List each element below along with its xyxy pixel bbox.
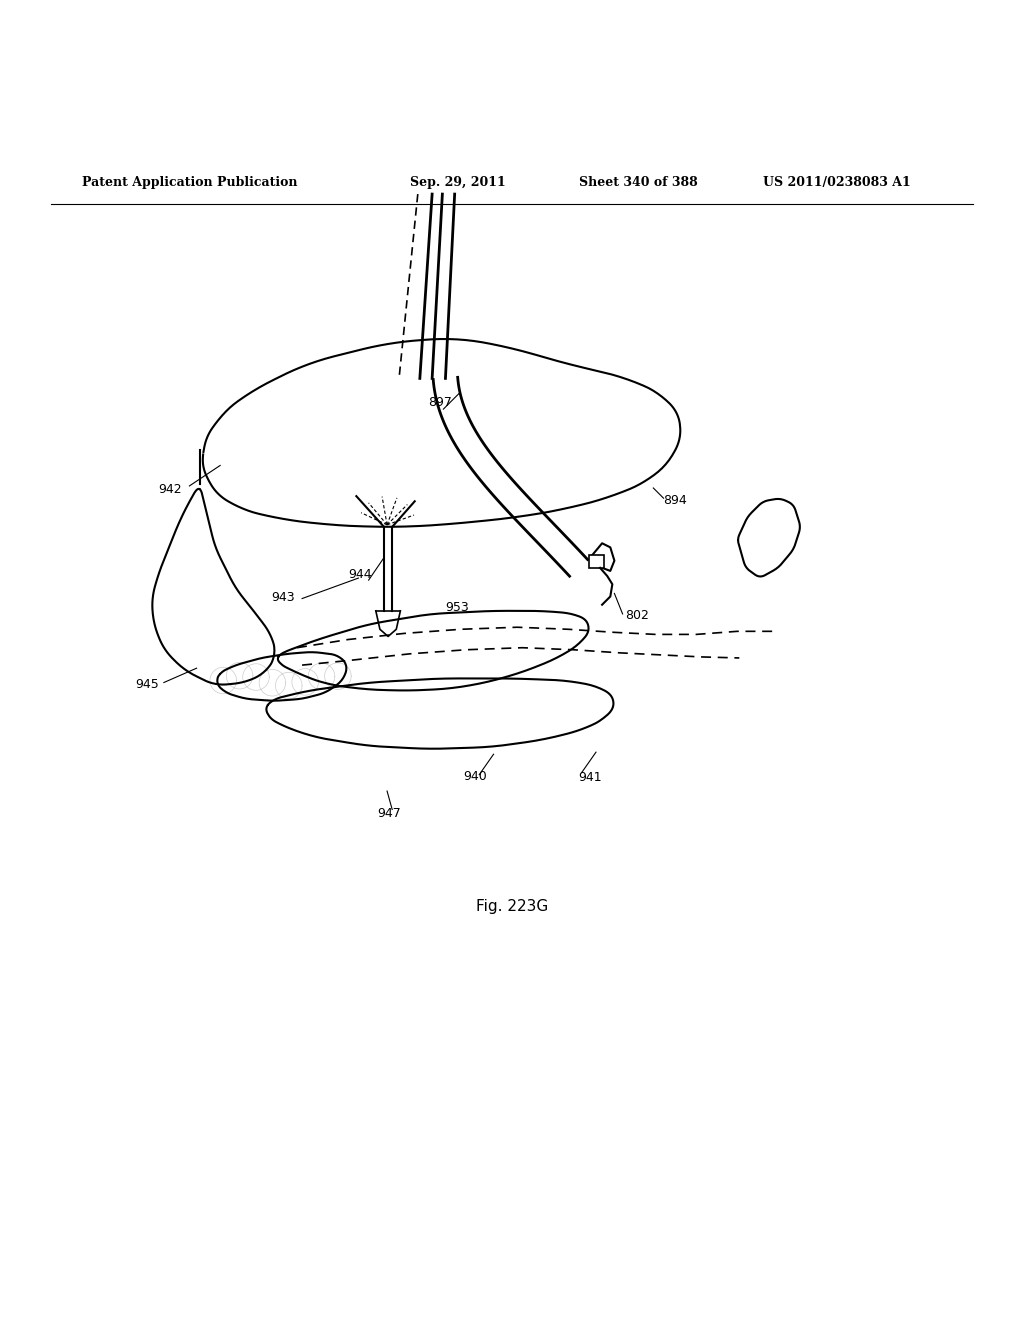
Text: 942: 942 [159, 483, 182, 496]
Bar [589, 554, 604, 568]
Text: Sheet 340 of 388: Sheet 340 of 388 [579, 176, 697, 189]
Text: 802: 802 [625, 609, 648, 622]
Text: 953: 953 [445, 601, 469, 614]
Text: 941: 941 [579, 771, 602, 784]
Text: 894: 894 [664, 495, 687, 507]
Text: 947: 947 [377, 807, 400, 820]
Text: 943: 943 [271, 590, 295, 603]
Text: 940: 940 [463, 770, 486, 783]
Text: Sep. 29, 2011: Sep. 29, 2011 [410, 176, 506, 189]
Text: US 2011/0238083 A1: US 2011/0238083 A1 [763, 176, 910, 189]
Text: 944: 944 [348, 568, 372, 581]
Text: Patent Application Publication: Patent Application Publication [82, 176, 297, 189]
Text: 945: 945 [135, 677, 159, 690]
Text: 897: 897 [428, 396, 452, 409]
Text: Fig. 223G: Fig. 223G [476, 899, 548, 913]
